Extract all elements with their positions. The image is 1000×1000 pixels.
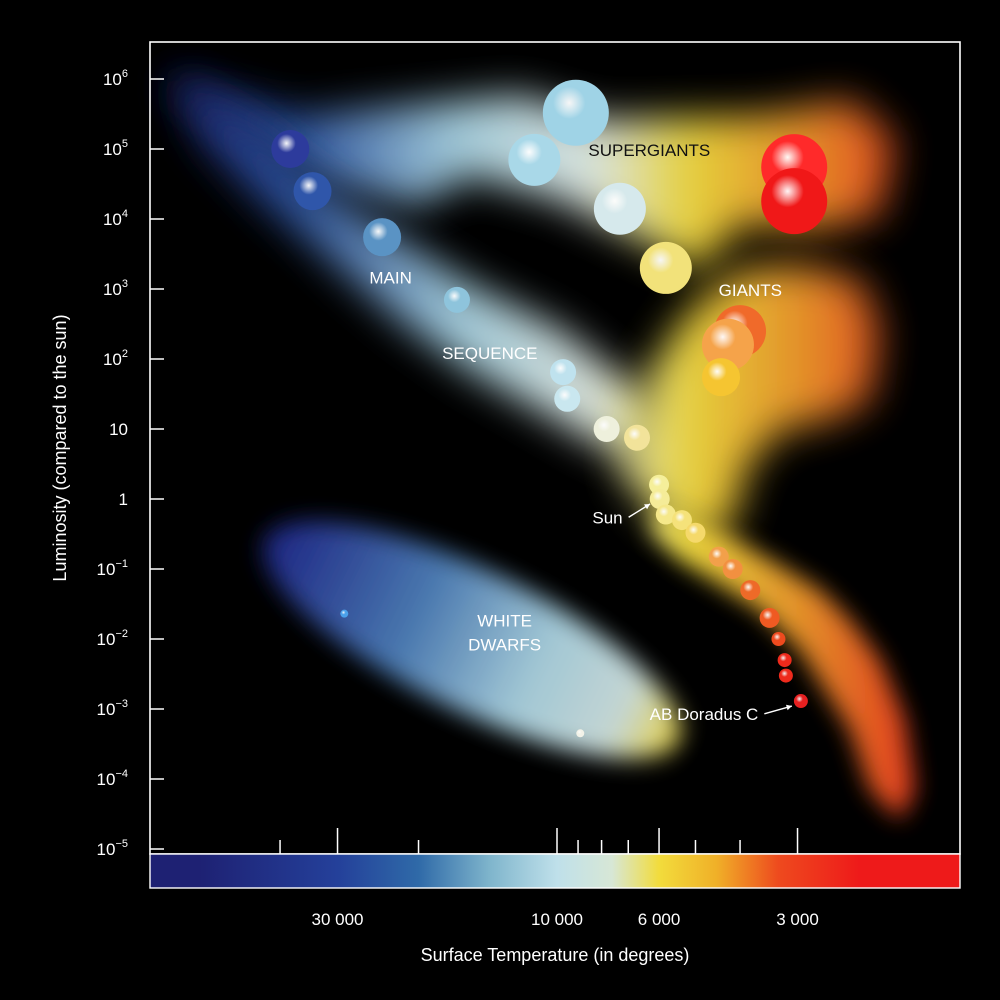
region-label-sequence: SEQUENCE — [442, 344, 537, 363]
x-tick-label: 30 000 — [312, 910, 364, 929]
annotation-arrowhead — [786, 704, 792, 711]
region-label-main: MAIN — [369, 268, 412, 287]
y-tick-label: 10−4 — [97, 768, 128, 789]
y-tick-label: 104 — [103, 208, 128, 229]
region-label-supergiants: SUPERGIANTS — [588, 141, 710, 160]
star — [624, 424, 651, 451]
star — [576, 729, 585, 738]
star — [702, 358, 741, 397]
star — [649, 474, 670, 495]
star — [759, 607, 780, 628]
region-label-white: WHITE — [477, 612, 532, 631]
region-label-dwarfs: DWARFS — [468, 635, 541, 654]
x-axis-title: Surface Temperature (in degrees) — [421, 945, 690, 965]
stars-layer — [271, 79, 828, 738]
star — [671, 510, 692, 531]
y-tick-label: 10−2 — [97, 628, 128, 649]
star — [293, 172, 332, 211]
star — [655, 504, 676, 525]
y-tick-label: 10−5 — [97, 838, 128, 859]
star — [701, 318, 754, 371]
star — [777, 653, 792, 668]
y-tick-label: 10 — [109, 420, 128, 439]
x-tick-label: 10 000 — [531, 910, 583, 929]
star — [722, 559, 743, 579]
annotation-label: Sun — [592, 508, 622, 527]
y-tick-label: 10−1 — [97, 558, 128, 579]
star — [508, 133, 561, 186]
y-tick-label: 106 — [103, 68, 128, 89]
y-tick-label: 10−3 — [97, 698, 128, 719]
star — [639, 241, 692, 294]
annotation-arrowhead — [644, 504, 651, 510]
y-tick-label: 105 — [103, 138, 128, 159]
star — [593, 416, 620, 442]
y-tick-label: 1 — [119, 490, 128, 509]
star — [550, 359, 577, 386]
star — [593, 182, 646, 235]
x-axis: 30 000 10 000 6 000 3 000 — [279, 828, 819, 929]
star — [778, 668, 793, 683]
star — [271, 130, 310, 168]
x-tick-label: 3 000 — [776, 910, 819, 929]
star — [443, 286, 470, 313]
annotations: Sun AB Doradus C — [592, 503, 793, 724]
y-axis-title: Luminosity (compared to the sun) — [50, 314, 70, 581]
star — [708, 546, 729, 567]
star — [761, 168, 828, 235]
star — [740, 580, 761, 601]
y-tick-label: 103 — [103, 278, 128, 299]
star — [793, 694, 808, 709]
temperature-colorbar — [149, 853, 961, 889]
y-tick-label: 102 — [103, 348, 128, 369]
star — [554, 385, 581, 412]
star — [542, 79, 609, 146]
star — [685, 522, 706, 543]
star — [771, 632, 786, 646]
star-distribution-glow — [170, 75, 915, 820]
region-labels: MAIN SEQUENCE SUPERGIANTS GIANTS WHITE DWARFS — [369, 141, 782, 654]
annotation-label: AB Doradus C — [650, 705, 759, 724]
x-tick-label: 6 000 — [638, 910, 681, 929]
region-label-giants: GIANTS — [719, 281, 782, 300]
star — [649, 489, 670, 509]
star — [340, 609, 349, 618]
star — [363, 218, 402, 257]
